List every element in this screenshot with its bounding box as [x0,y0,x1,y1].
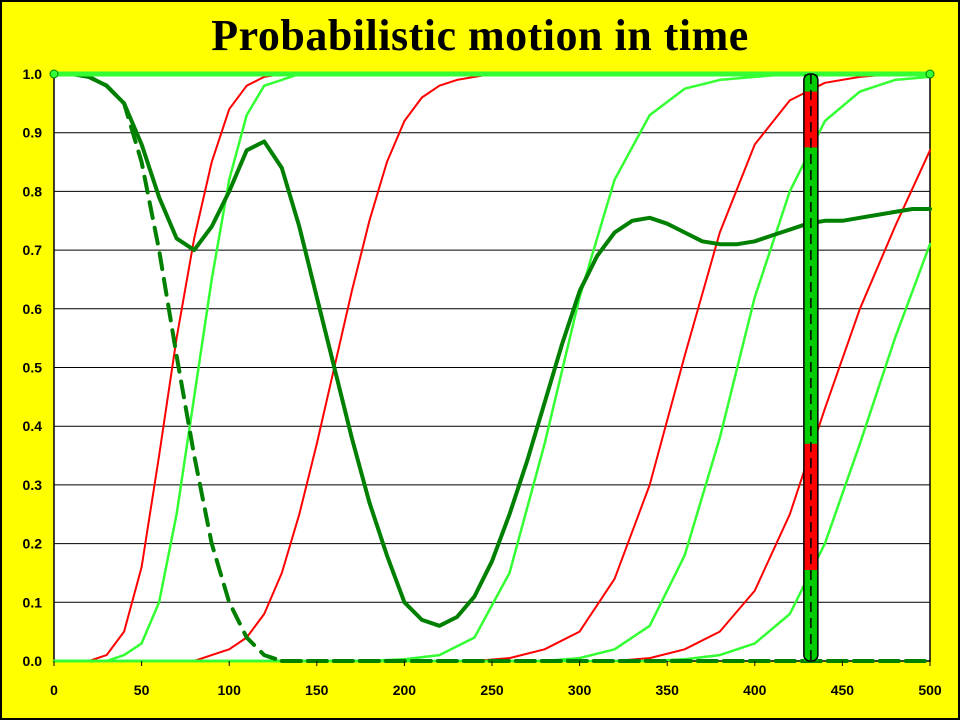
series-darkgreen-line [52,72,932,628]
series-layer [49,69,935,663]
series-endpoint-marker [925,69,935,79]
x-tick-label: 500 [918,682,942,698]
series-lightgreen-line [52,242,932,663]
x-tick-label: 300 [568,682,592,698]
x-tick-label: 250 [480,682,504,698]
x-axis-ticks: 0 50 100 150 200 250 300 350 400 450 500 [50,661,942,698]
x-tick-label: 50 [134,682,150,698]
x-tick-label: 400 [743,682,767,698]
time-marker [803,73,819,662]
y-tick-label: 0.9 [23,125,43,141]
y-tick-label: 0.6 [23,301,43,317]
y-tick-label: 0.3 [23,477,43,493]
x-tick-label: 0 [50,682,58,698]
x-tick-label: 150 [305,682,329,698]
series-endpoint-marker [49,69,59,79]
y-axis-ticks: 0.0 0.1 0.2 0.3 0.4 0.5 0.6 0.7 0.8 0.9 1.0 [23,66,43,669]
y-tick-label: 0.7 [23,242,43,258]
x-tick-label: 450 [831,682,855,698]
x-tick-label: 350 [656,682,680,698]
series-lightgreen-line [52,75,932,663]
chart-title: Probabilistic motion in time [211,11,749,60]
x-tick-label: 200 [393,682,417,698]
y-tick-label: 0.0 [23,653,43,669]
series-red-line [53,73,931,662]
marker-bar-red-segment [803,91,818,148]
series-darkgreen-dashed-line [52,72,932,663]
y-tick-label: 0.1 [23,594,43,610]
y-tick-label: 0.5 [23,360,43,376]
x-tick-label: 100 [218,682,242,698]
series-red-line [53,73,931,662]
y-tick-label: 0.4 [23,418,43,434]
y-tick-label: 1.0 [23,66,43,82]
y-tick-label: 0.2 [23,536,43,552]
y-tick-label: 0.8 [23,183,43,199]
